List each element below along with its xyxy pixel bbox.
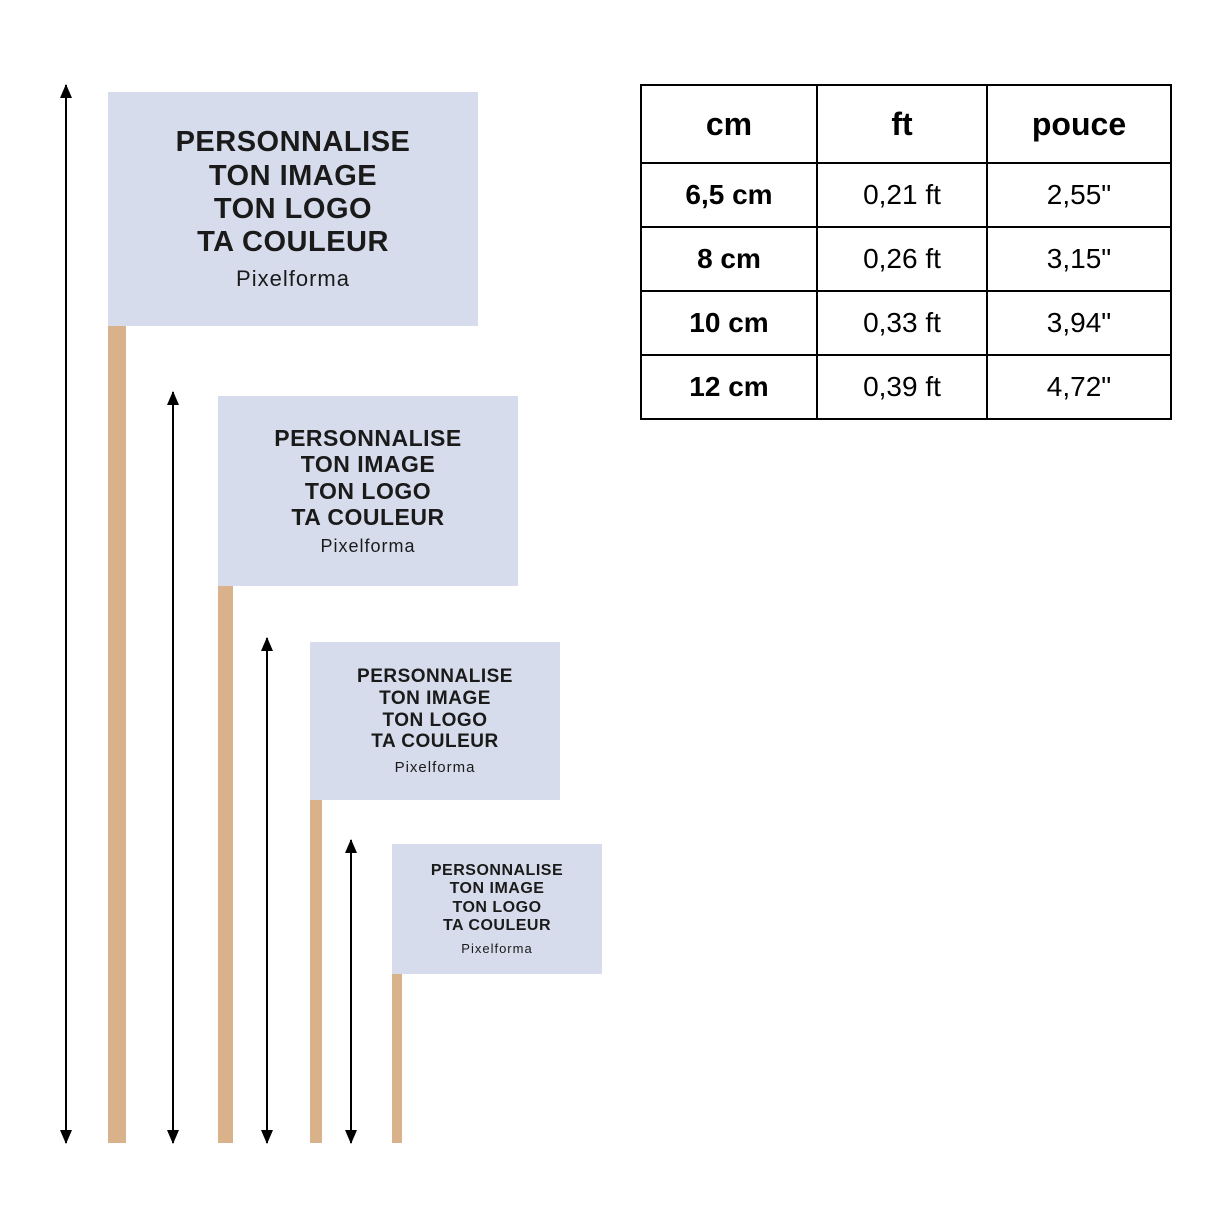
table-cell: 8 cm: [641, 227, 817, 291]
table-row: 12 cm0,39 ft4,72": [641, 355, 1171, 419]
table-cell: 3,94": [987, 291, 1171, 355]
table-cell: 0,21 ft: [817, 163, 987, 227]
flag-text-line: PERSONNALISE: [274, 425, 461, 451]
flag-text-line: TON IMAGE: [301, 451, 435, 477]
flag-text-line: TA COULEUR: [197, 226, 389, 259]
flag-text-line: TON IMAGE: [379, 688, 491, 710]
flag-text-line: PERSONNALISE: [431, 862, 563, 880]
flag-text-line: TA COULEUR: [291, 504, 444, 530]
flag-text-line: TA COULEUR: [371, 731, 498, 753]
table-cell: 12 cm: [641, 355, 817, 419]
flag-text-line: PERSONNALISE: [176, 126, 411, 159]
table-row: 10 cm0,33 ft3,94": [641, 291, 1171, 355]
table-cell: 0,33 ft: [817, 291, 987, 355]
height-arrow: [172, 392, 174, 1143]
table-cell: 3,15": [987, 227, 1171, 291]
flag-brand: Pixelforma: [320, 536, 415, 557]
table-cell: 0,39 ft: [817, 355, 987, 419]
flag-panel: PERSONNALISETON IMAGETON LOGOTA COULEUR P…: [108, 92, 478, 326]
flag-text-line: TON LOGO: [214, 193, 372, 226]
table-header: cm: [641, 85, 817, 163]
table-header: pouce: [987, 85, 1171, 163]
table-cell: 0,26 ft: [817, 227, 987, 291]
table-row: 8 cm0,26 ft3,15": [641, 227, 1171, 291]
table-row: 6,5 cm0,21 ft2,55": [641, 163, 1171, 227]
flag-panel: PERSONNALISETON IMAGETON LOGOTA COULEUR P…: [218, 396, 518, 586]
table-cell: 2,55": [987, 163, 1171, 227]
flag-brand: Pixelforma: [461, 941, 532, 956]
height-arrow: [266, 638, 268, 1143]
table-cell: 6,5 cm: [641, 163, 817, 227]
flag-text-line: TON IMAGE: [209, 160, 377, 193]
flag-stick: [108, 326, 126, 1143]
flag-stick: [218, 586, 233, 1143]
flag-text-line: PERSONNALISE: [357, 666, 513, 688]
flag-stick: [310, 800, 322, 1143]
flag-text-line: TON LOGO: [452, 899, 541, 917]
flag-stick: [392, 974, 402, 1143]
size-table: cmftpouce6,5 cm0,21 ft2,55"8 cm0,26 ft3,…: [640, 84, 1172, 420]
height-arrow: [65, 85, 67, 1143]
flag-brand: Pixelforma: [236, 266, 350, 292]
flag-text-line: TON IMAGE: [450, 880, 545, 898]
flag-text-line: TON LOGO: [383, 710, 488, 732]
flag-text-line: TON LOGO: [305, 478, 431, 504]
flag-text-line: TA COULEUR: [443, 917, 551, 935]
flag-brand: Pixelforma: [395, 759, 476, 776]
flag-panel: PERSONNALISETON IMAGETON LOGOTA COULEUR P…: [392, 844, 602, 974]
flag-panel: PERSONNALISETON IMAGETON LOGOTA COULEUR P…: [310, 642, 560, 800]
height-arrow: [350, 840, 352, 1143]
table-header: ft: [817, 85, 987, 163]
table-cell: 4,72": [987, 355, 1171, 419]
table-cell: 10 cm: [641, 291, 817, 355]
